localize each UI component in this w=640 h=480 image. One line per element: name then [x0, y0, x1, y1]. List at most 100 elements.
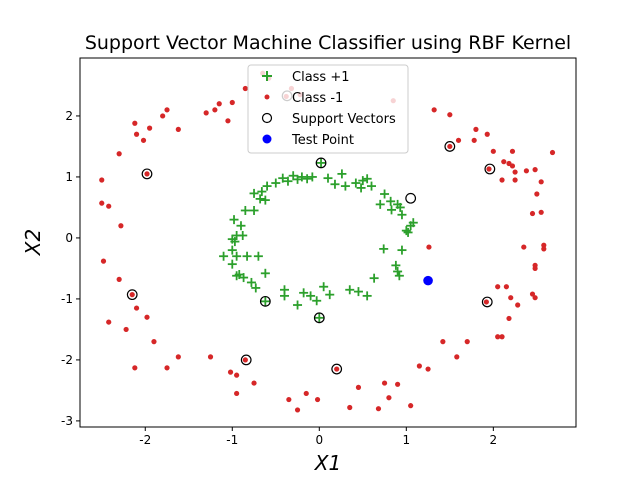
class-minus-1-point — [512, 177, 518, 183]
support-vector-point — [259, 295, 271, 307]
support-vector-point — [141, 168, 153, 180]
class-plus-1-point — [227, 259, 237, 269]
class-plus-1-point — [262, 181, 272, 191]
support-vector-point — [315, 157, 327, 169]
class-minus-1-point — [416, 363, 422, 369]
class-minus-1-point — [523, 168, 530, 174]
class-minus-1-point — [532, 265, 538, 272]
support-vector-point — [484, 163, 496, 175]
class-plus-1-point — [325, 290, 335, 300]
class-plus-1-point — [358, 176, 368, 186]
y-tick-label: -2 — [61, 353, 73, 367]
class-plus-1-point — [345, 285, 355, 295]
class-plus-1-point — [314, 313, 324, 323]
class-minus-1-point — [225, 118, 231, 124]
class-minus-1-point — [506, 315, 512, 322]
class-plus-1-point — [257, 187, 267, 197]
support-vector-point — [240, 354, 252, 366]
class-plus-1-point — [380, 189, 390, 199]
class-minus-1-point — [508, 295, 514, 301]
class-minus-1-point — [395, 381, 401, 387]
class-plus-1-point — [393, 266, 403, 276]
class-minus-1-point — [314, 396, 321, 403]
class-plus-1-point — [232, 251, 242, 261]
class-plus-1-point — [299, 288, 309, 298]
class-plus-1-point — [293, 300, 303, 310]
support-vector-point — [331, 363, 343, 375]
legend-box — [247, 64, 409, 154]
x-tick-label: 2 — [490, 433, 498, 447]
class-minus-1-point — [100, 258, 107, 264]
class-minus-1-point — [386, 395, 392, 401]
class-minus-1-point — [501, 159, 507, 165]
class-minus-1-point — [144, 314, 150, 320]
class-plus-1-point — [219, 251, 229, 261]
class-plus-1-point — [340, 181, 350, 191]
chart-title: Support Vector Machine Classifier using … — [85, 32, 571, 54]
legend-label-class-minus-1: Class -1 — [292, 91, 343, 106]
class-plus-1-point — [323, 173, 333, 183]
class-plus-1-point — [395, 202, 405, 212]
class-minus-1-point — [123, 326, 129, 333]
class-minus-1-point — [503, 284, 509, 290]
class-plus-1-point — [253, 251, 263, 261]
class-plus-1-point — [283, 176, 293, 186]
class-minus-1-point — [484, 131, 490, 137]
class-minus-1-point — [499, 334, 505, 340]
legend-label-class-plus-1: Class +1 — [292, 70, 350, 85]
support-vector-point — [126, 289, 138, 301]
class-plus-1-point — [337, 169, 347, 179]
x-axis-ticks: -2 -1 0 1 2 — [139, 427, 497, 447]
support-vector-point — [444, 141, 456, 152]
class-minus-1-point — [99, 177, 105, 183]
class-plus-1-point — [246, 277, 256, 287]
class-plus-1-point — [288, 171, 298, 181]
y-tick-label: -3 — [61, 414, 73, 428]
test-point — [423, 275, 433, 286]
class-minus-1-point — [129, 292, 135, 298]
class-plus-1-point — [387, 205, 397, 215]
class-minus-1-point — [509, 148, 516, 154]
class-minus-1-point — [515, 302, 521, 308]
class-minus-1-point — [286, 396, 292, 403]
class-plus-1-point — [362, 174, 372, 184]
class-plus-1-point — [397, 210, 407, 220]
class-minus-1-point — [499, 177, 505, 183]
class-minus-1-point — [227, 369, 234, 375]
legend-marker-test-point — [262, 134, 272, 144]
x-tick-label: 0 — [315, 433, 323, 447]
x-tick-label: -1 — [226, 433, 238, 447]
class-plus-1-point — [249, 205, 259, 215]
class-plus-1-point — [397, 245, 407, 255]
legend-marker-class-minus-1 — [264, 94, 270, 100]
class-minus-1-point — [454, 354, 460, 360]
class-minus-1-point — [483, 299, 489, 305]
class-minus-1-point — [538, 179, 544, 185]
class-plus-1-point — [353, 287, 363, 297]
class-minus-1-point — [216, 101, 222, 107]
class-minus-1-point — [490, 148, 496, 154]
class-minus-1-point — [495, 334, 501, 340]
class-minus-1-point — [106, 319, 112, 325]
y-tick-label: 0 — [65, 231, 73, 245]
test-point-series — [423, 275, 433, 286]
class-plus-1-point — [234, 270, 244, 280]
class-plus-1-point — [379, 244, 389, 254]
support-vector-point — [405, 192, 417, 204]
class-minus-1-series — [99, 70, 556, 413]
class-minus-1-point — [538, 209, 544, 215]
class-plus-1-point — [307, 172, 317, 182]
class-minus-1-point — [116, 151, 122, 157]
class-minus-1-point — [408, 403, 414, 409]
class-minus-1-point — [132, 120, 138, 126]
class-plus-1-point — [227, 234, 237, 244]
class-plus-1-point — [394, 271, 404, 281]
class-minus-1-point — [234, 390, 240, 397]
class-minus-1-point — [549, 149, 556, 156]
class-minus-1-point — [381, 380, 388, 386]
class-minus-1-point — [425, 366, 431, 372]
y-tick-label: 1 — [65, 170, 73, 184]
class-plus-1-point — [251, 283, 261, 293]
class-minus-1-point — [541, 246, 547, 252]
